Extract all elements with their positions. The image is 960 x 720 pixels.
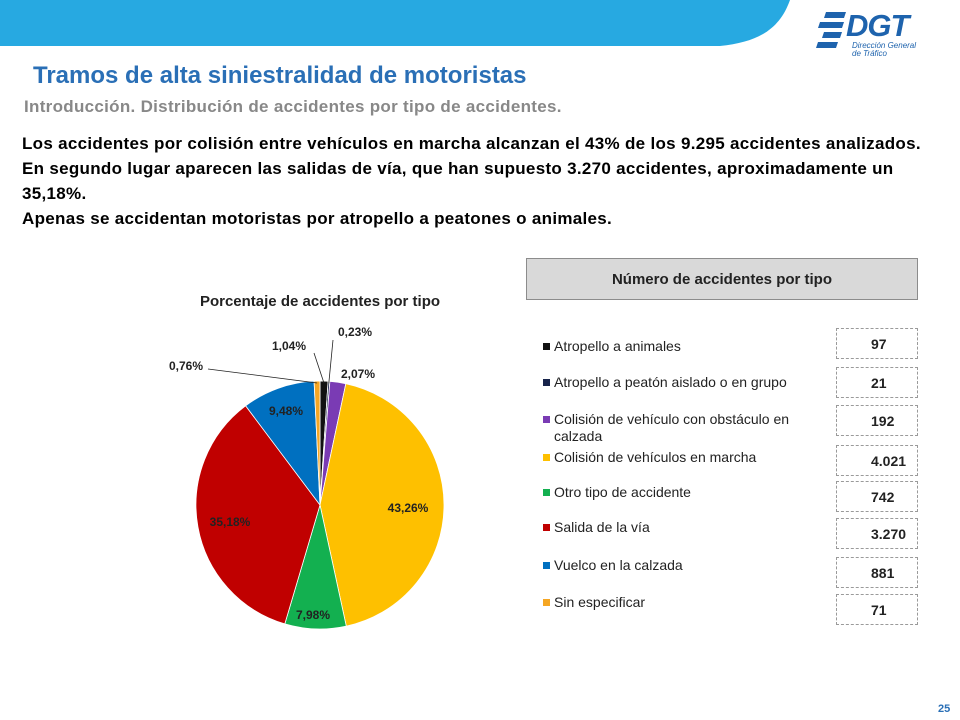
legend-label: Atropello a animales: [554, 338, 681, 354]
legend-swatch: [543, 343, 550, 350]
count-value: 4.021: [836, 445, 918, 476]
legend-item: Salida de la vía: [543, 519, 833, 536]
legend-label: Colisión de vehículo con obstáculo en ca…: [554, 411, 790, 444]
count-value: 192: [836, 405, 918, 436]
pie-data-label: 1,04%: [272, 339, 306, 353]
legend-item: Sin especificar: [543, 594, 833, 611]
intro-paragraph-1: Los accidentes por colisión entre vehícu…: [22, 134, 921, 203]
legend-item: Colisión de vehículo con obstáculo en ca…: [543, 411, 833, 445]
legend-item: Vuelco en la calzada: [543, 557, 833, 574]
pie-leader-line: [207, 368, 318, 384]
pie-chart-title: Porcentaje de accidentes por tipo: [199, 293, 441, 310]
count-value: 742: [836, 481, 918, 512]
pie-slice: [313, 380, 321, 506]
legend-label: Sin especificar: [554, 594, 646, 610]
legend-swatch: [543, 454, 550, 461]
logo-subtitle-2: de Tráfico: [852, 49, 887, 58]
table-title: Número de accidentes por tipo: [526, 258, 918, 300]
legend-swatch: [543, 599, 550, 606]
pie-slice: [195, 405, 321, 625]
pie-data-label: 35,18%: [210, 515, 251, 529]
legend-label: Colisión de vehículos en marcha: [554, 449, 757, 465]
header-banner: [0, 0, 790, 46]
legend-label: Vuelco en la calzada: [554, 557, 683, 573]
legend-item: Otro tipo de accidente: [543, 484, 833, 501]
count-value: 3.270: [836, 518, 918, 549]
logo-text: DGT: [846, 8, 909, 43]
legend-item: Atropello a peatón aislado o en grupo: [543, 374, 833, 391]
legend-item: Atropello a animales: [543, 338, 833, 355]
count-value: 71: [836, 594, 918, 625]
legend-swatch: [543, 524, 550, 531]
intro-paragraph-2: Apenas se accidentan motoristas por atro…: [22, 209, 613, 228]
count-value: 881: [836, 557, 918, 588]
pie-leader-line: [313, 352, 325, 384]
legend-label: Otro tipo de accidente: [554, 484, 691, 500]
dgt-emblem-icon: [816, 12, 846, 48]
page-subtitle: Introducción. Distribución de accidentes…: [24, 97, 562, 116]
count-value: 97: [836, 328, 918, 359]
logo-subtitle-1: Dirección General: [852, 41, 917, 50]
pie-data-label: 9,48%: [269, 404, 303, 418]
banner-shape: [0, 0, 790, 46]
legend-label: Salida de la vía: [554, 519, 650, 535]
count-value: 21: [836, 367, 918, 398]
pie-slice: [319, 383, 445, 627]
page-number: 25: [938, 703, 951, 715]
pie-data-label: 0,76%: [169, 359, 203, 373]
legend-item: Colisión de vehículos en marcha: [543, 449, 833, 466]
pie-data-label: 0,23%: [338, 325, 372, 339]
pie-leader-line: [328, 339, 334, 384]
dgt-logo: DGT Dirección General de Tráfico: [812, 4, 960, 60]
legend-swatch: [543, 562, 550, 569]
legend-swatch: [543, 416, 550, 423]
legend-swatch: [543, 489, 550, 496]
legend-swatch: [543, 379, 550, 386]
pie-data-label: 2,07%: [341, 367, 375, 381]
page-title: Tramos de alta siniestralidad de motoris…: [33, 62, 527, 89]
legend-label: Atropello a peatón aislado o en grupo: [554, 374, 787, 390]
pie-data-label: 7,98%: [296, 608, 330, 622]
pie-data-label: 43,26%: [388, 501, 429, 515]
intro-text: Los accidentes por colisión entre vehícu…: [22, 131, 942, 231]
